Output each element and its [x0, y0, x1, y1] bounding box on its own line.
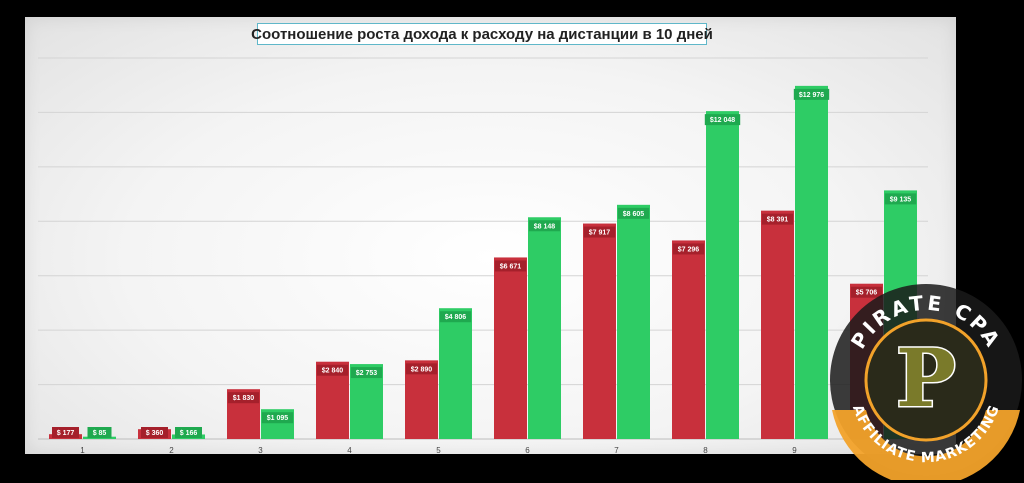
data-label-box [884, 193, 917, 205]
bar-income [439, 308, 472, 439]
data-label: $12 048 [710, 117, 735, 124]
bar-expense [672, 240, 705, 439]
x-tick-label: 2 [169, 446, 174, 455]
bar-expense [583, 223, 616, 439]
x-tick-label: 5 [436, 446, 441, 455]
data-label-box [52, 427, 79, 438]
x-tick-label: 6 [525, 446, 530, 455]
data-label-box [350, 367, 383, 379]
watermark-letter: P [896, 331, 956, 425]
data-label: $4 806 [445, 314, 467, 321]
data-label: $9 135 [890, 196, 912, 203]
x-tick-label: 9 [792, 446, 797, 455]
data-label: $7 296 [678, 246, 700, 253]
data-label-box [528, 220, 561, 232]
data-label-box [316, 364, 349, 376]
data-label: $ 166 [180, 430, 198, 437]
bar-income [617, 204, 650, 439]
data-label-box [141, 427, 168, 438]
data-label: $ 177 [57, 430, 75, 437]
data-label: $ 85 [93, 430, 107, 437]
data-label-box [227, 392, 260, 404]
x-tick-label: 1 [80, 446, 85, 455]
data-label: $6 671 [500, 263, 522, 270]
pirate-cpa-logo-watermark: P PIRATE CPA AFFILIATE MARKETING [830, 284, 1022, 480]
data-label-box [494, 260, 527, 272]
data-label: $1 095 [267, 415, 289, 422]
data-label-box [850, 286, 883, 298]
data-label: $8 605 [623, 211, 645, 218]
data-label-box [583, 226, 616, 238]
bar-income [795, 85, 828, 439]
chart-title: Соотношение роста дохода к расходу на ди… [251, 23, 713, 45]
data-label: $8 148 [534, 223, 556, 230]
bar-expense [494, 257, 527, 439]
x-tick-label: 4 [347, 446, 352, 455]
data-label-box [405, 363, 438, 375]
data-label: $2 840 [322, 368, 344, 375]
x-tick-label: 7 [614, 446, 619, 455]
data-label-box [87, 427, 112, 438]
data-label-box [761, 213, 794, 225]
data-label: $5 706 [856, 290, 878, 297]
bar-income [706, 111, 739, 439]
data-label-box [439, 311, 472, 323]
data-label-box [704, 114, 741, 126]
data-label: $2 890 [411, 366, 433, 373]
data-label-box [793, 88, 830, 100]
data-label-box [617, 207, 650, 219]
data-label-box [672, 243, 705, 255]
x-tick-label: 8 [703, 446, 708, 455]
data-label: $ 360 [146, 430, 164, 437]
data-label: $8 391 [767, 217, 789, 224]
bottom-letterbox [0, 454, 1024, 483]
data-label: $12 976 [799, 92, 824, 99]
data-label-box [175, 427, 202, 438]
data-label: $2 753 [356, 370, 378, 377]
bar-income [528, 217, 561, 439]
data-label-box [261, 412, 294, 424]
data-label: $1 830 [233, 395, 255, 402]
bar-expense [761, 210, 794, 439]
x-tick-label: 3 [258, 446, 263, 455]
data-label: $7 917 [589, 230, 611, 237]
